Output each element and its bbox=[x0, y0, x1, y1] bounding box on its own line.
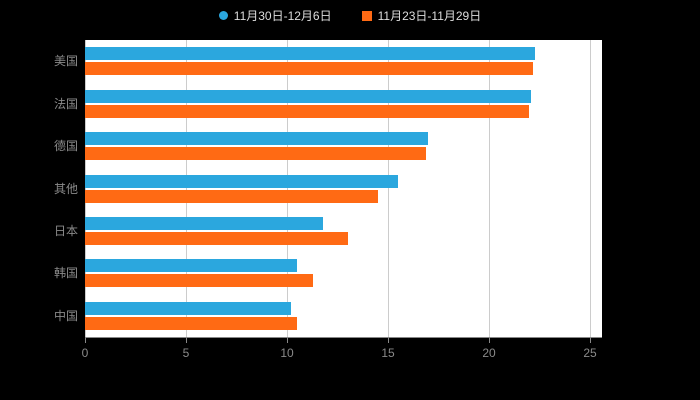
axis-tick bbox=[489, 338, 490, 343]
bar-series-2 bbox=[85, 104, 530, 118]
y-axis-category-label: 韩国 bbox=[53, 266, 78, 281]
legend-item[interactable]: 11月23日-11月29日 bbox=[361, 7, 482, 24]
gridline bbox=[489, 40, 490, 337]
plot-area bbox=[85, 40, 602, 337]
x-axis-tick-label: 25 bbox=[583, 346, 597, 360]
legend-marker-square-icon bbox=[361, 10, 372, 21]
y-axis-category-label: 法国 bbox=[53, 96, 78, 111]
bar-series-2 bbox=[85, 147, 427, 161]
x-axis-line bbox=[85, 337, 602, 338]
bar-series-2 bbox=[85, 189, 378, 203]
axis-tick bbox=[388, 338, 389, 343]
x-axis-tick-label: 0 bbox=[81, 346, 89, 360]
legend-item-label: 11月30日-12月6日 bbox=[233, 9, 332, 23]
y-axis-category-label: 其他 bbox=[53, 181, 78, 196]
bar-series-2 bbox=[85, 231, 348, 245]
bar-series-1 bbox=[85, 174, 399, 188]
legend: 11月30日-12月6日 11月23日-11月29日 bbox=[0, 7, 700, 24]
axis-tick bbox=[85, 338, 86, 343]
bar-series-1 bbox=[85, 47, 536, 61]
axis-tick bbox=[590, 338, 591, 343]
legend-item[interactable]: 11月30日-12月6日 bbox=[218, 7, 332, 24]
x-axis-tick-label: 10 bbox=[280, 346, 294, 360]
gridline bbox=[85, 40, 86, 337]
bar-series-2 bbox=[85, 274, 314, 288]
bar-series-2 bbox=[85, 62, 534, 76]
bar-series-1 bbox=[85, 132, 429, 146]
bar-series-1 bbox=[85, 216, 324, 230]
y-axis-category-label: 日本 bbox=[53, 223, 78, 238]
axis-tick bbox=[287, 338, 288, 343]
bar-series-2 bbox=[85, 316, 298, 330]
y-axis-category-label: 德国 bbox=[53, 139, 78, 154]
bar-series-1 bbox=[85, 301, 292, 315]
legend-item-label: 11月23日-11月29日 bbox=[377, 9, 482, 23]
bar-series-1 bbox=[85, 89, 532, 103]
y-axis-category-label: 美国 bbox=[53, 54, 78, 69]
x-axis-tick-label: 5 bbox=[182, 346, 190, 360]
gridline bbox=[186, 40, 187, 337]
bar-series-1 bbox=[85, 259, 298, 273]
gridline bbox=[287, 40, 288, 337]
gridline bbox=[388, 40, 389, 337]
y-axis-category-label: 中国 bbox=[53, 308, 78, 323]
x-axis-tick-label: 15 bbox=[381, 346, 395, 360]
axis-tick bbox=[186, 338, 187, 343]
gridline bbox=[590, 40, 591, 337]
x-axis-tick-label: 20 bbox=[482, 346, 496, 360]
legend-marker-circle-icon bbox=[218, 11, 228, 20]
